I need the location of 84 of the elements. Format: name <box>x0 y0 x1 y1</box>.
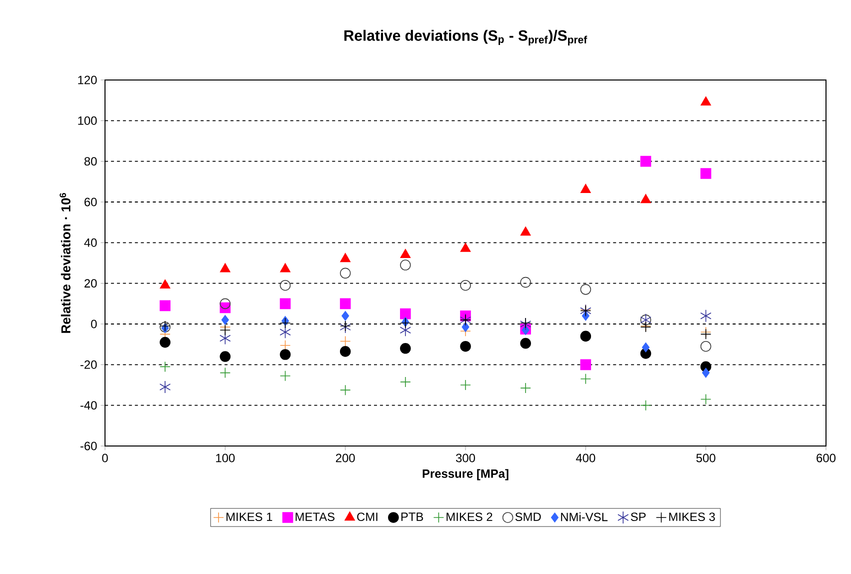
y-tick-label: 60 <box>84 198 97 206</box>
y-tick-label: 100 <box>78 116 97 125</box>
y-tick-label: 40 <box>84 238 97 247</box>
x-axis-title: Pressure [MPa] <box>422 469 508 480</box>
point <box>400 376 411 388</box>
point <box>700 168 712 179</box>
point <box>280 326 291 339</box>
point <box>220 324 231 336</box>
point <box>700 394 712 405</box>
x-tick-label: 0 <box>102 454 108 462</box>
point <box>520 226 531 236</box>
legend-label: MIKES 3 <box>669 512 715 522</box>
point <box>640 156 652 167</box>
legend-label: SMD <box>515 512 541 522</box>
point <box>220 367 231 378</box>
point <box>640 194 651 204</box>
y-tick-label: -20 <box>80 360 97 369</box>
y-tick-label: -40 <box>80 401 97 410</box>
point <box>220 263 230 272</box>
point <box>280 340 291 351</box>
point <box>340 268 351 279</box>
point <box>460 280 471 291</box>
point <box>160 361 170 372</box>
point <box>280 349 291 360</box>
point <box>280 263 290 272</box>
x-tick-label: 500 <box>696 454 716 462</box>
point <box>520 382 531 394</box>
y-tick-label: -60 <box>80 442 97 450</box>
point <box>400 260 411 270</box>
point <box>580 284 592 295</box>
legend-label: PTB <box>401 512 424 521</box>
legend-label: METAS <box>296 512 334 522</box>
y-tick-label: 120 <box>78 76 97 84</box>
point <box>580 359 592 370</box>
point <box>520 276 531 288</box>
point <box>342 310 350 321</box>
point <box>460 242 471 252</box>
point <box>280 298 291 310</box>
point <box>400 248 411 258</box>
point <box>160 279 170 289</box>
legend-label: NMi-VSL <box>561 512 608 522</box>
point <box>159 380 171 394</box>
legend-label: MIKES 2 <box>446 512 492 522</box>
y-tick-label: 0 <box>91 320 97 328</box>
y-tick-label: 80 <box>84 157 97 166</box>
point <box>700 96 711 106</box>
point <box>340 336 351 347</box>
point <box>460 380 471 390</box>
point <box>400 308 411 320</box>
point <box>580 330 592 342</box>
point <box>340 346 351 357</box>
point <box>520 338 531 349</box>
point <box>700 309 712 322</box>
point <box>220 351 231 362</box>
point <box>160 300 170 312</box>
y-tick-label: 20 <box>84 279 97 288</box>
x-tick-label: 600 <box>816 454 836 462</box>
point <box>340 253 350 262</box>
point <box>702 368 710 378</box>
point <box>160 336 170 348</box>
point <box>221 315 229 325</box>
x-tick-label: 300 <box>456 454 476 462</box>
chart-title: Relative deviations (S$_{p}$ - S$_{pref}$)/S$_{pref}$ <box>344 30 588 46</box>
legend-label: CMI <box>357 512 378 522</box>
point <box>582 310 590 321</box>
legend-label: MIKES 1 <box>226 512 272 522</box>
y-axis-title: Relative deviation · 10$^{6}$ <box>60 193 70 333</box>
point <box>700 340 712 352</box>
point <box>462 322 470 332</box>
x-tick-label: 200 <box>336 454 355 462</box>
x-tick-label: 100 <box>216 454 235 462</box>
point <box>340 298 351 310</box>
point <box>640 400 652 411</box>
x-tick-label: 400 <box>576 454 596 462</box>
point <box>220 298 231 310</box>
point <box>642 342 650 352</box>
point <box>580 184 591 193</box>
point <box>340 384 351 396</box>
point <box>400 343 411 354</box>
point <box>460 340 471 352</box>
point <box>280 280 291 291</box>
legend-label: SP <box>630 512 646 522</box>
point <box>280 370 291 382</box>
point <box>580 374 592 384</box>
